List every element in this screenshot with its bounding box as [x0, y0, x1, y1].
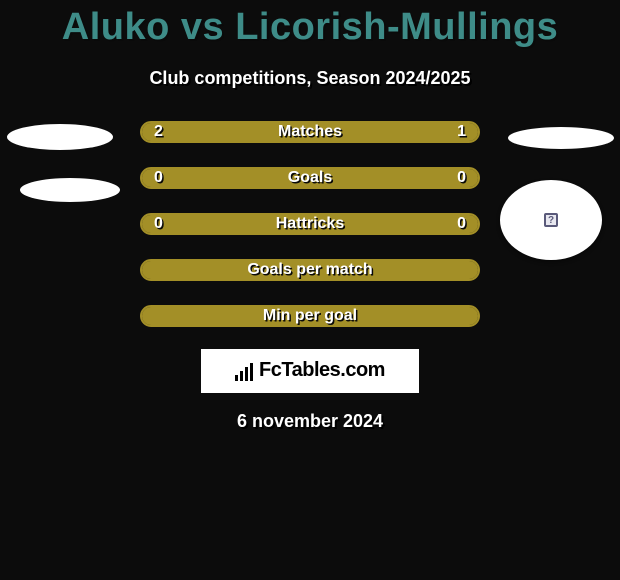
- stat-right-value: 0: [457, 215, 466, 233]
- brand-text: FcTables.com: [259, 359, 385, 382]
- stat-label: Min per goal: [142, 307, 478, 325]
- bars-icon: [235, 361, 253, 381]
- stat-row-min-per-goal: Min per goal: [140, 305, 480, 327]
- stat-row-goals-per-match: Goals per match: [140, 259, 480, 281]
- player-left-shape-1: [7, 124, 113, 150]
- player-right-avatar: ?: [500, 180, 602, 260]
- stat-right-value: 0: [457, 169, 466, 187]
- stat-row-matches: 2 Matches 1: [140, 121, 480, 143]
- stat-label: Goals: [142, 169, 478, 187]
- stat-row-hattricks: 0 Hattricks 0: [140, 213, 480, 235]
- stat-row-goals: 0 Goals 0: [140, 167, 480, 189]
- player-left-shape-2: [20, 178, 120, 202]
- stats-table: 2 Matches 1 0 Goals 0 0 Hattricks 0 Goal…: [140, 121, 480, 327]
- footer-date: 6 november 2024: [0, 411, 620, 432]
- stat-right-value: 1: [457, 123, 466, 141]
- placeholder-icon: ?: [544, 213, 558, 227]
- brand-logo[interactable]: FcTables.com: [201, 349, 419, 393]
- stat-label: Hattricks: [142, 215, 478, 233]
- page-title: Aluko vs Licorish-Mullings: [0, 0, 620, 48]
- stat-label: Goals per match: [142, 261, 478, 279]
- subtitle: Club competitions, Season 2024/2025: [0, 68, 620, 89]
- player-right-shape-1: [508, 127, 614, 149]
- stat-label: Matches: [142, 123, 478, 141]
